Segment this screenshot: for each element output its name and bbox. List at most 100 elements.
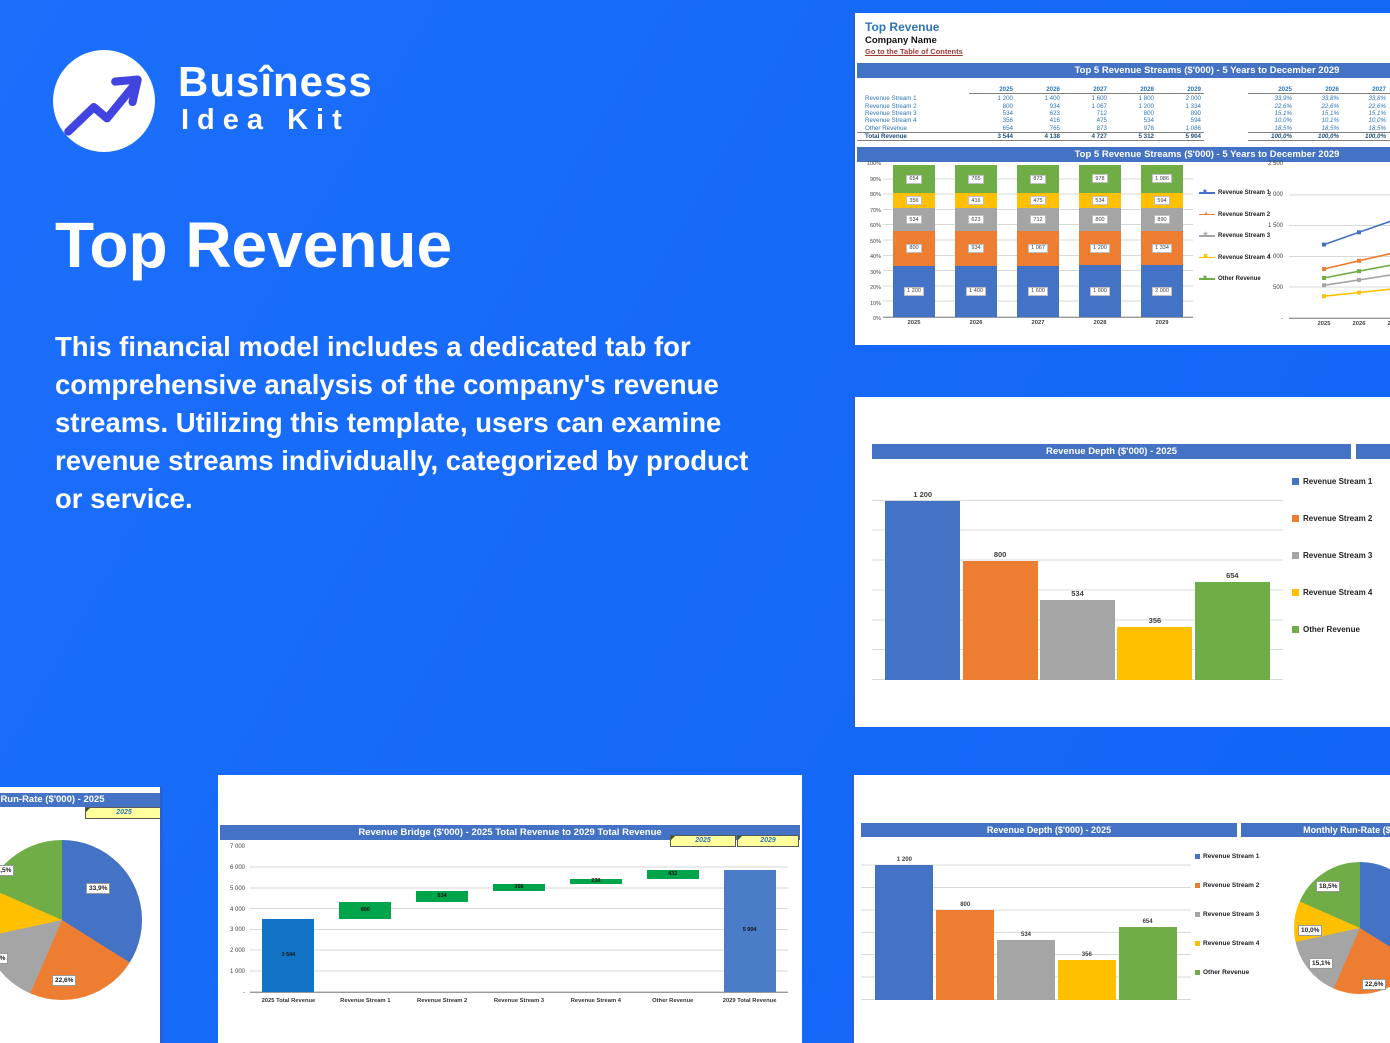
x-category-label: Other Revenue <box>652 998 694 1004</box>
x-tick: 2026 <box>969 320 983 326</box>
bar <box>885 500 961 680</box>
legend-swatch-icon <box>1195 970 1200 975</box>
legend-label: Revenue Stream 3 <box>1218 233 1271 239</box>
year-header: 2029 <box>1157 86 1204 94</box>
x-category-label: 2025 Total Revenue <box>261 998 316 1004</box>
stacked-column: 873 475 712 1 067 1 600 <box>1007 165 1069 317</box>
table-of-contents-link[interactable]: Go to the Table of Contents <box>865 47 963 56</box>
cell-value: 534 <box>1143 117 1154 125</box>
y-tick: 2 500 <box>1267 161 1283 167</box>
year-selector-cell[interactable]: 2025 <box>85 807 160 819</box>
row-label: Revenue Stream 1 <box>865 95 917 103</box>
table-row: Revenue Stream 2 800 934 1 067 1 200 1 334 22,… <box>857 102 1390 110</box>
waterfall-label: 3 544 <box>281 951 296 958</box>
line-x-tick-2025: 2025 <box>1317 321 1331 327</box>
x-tick: 2028 <box>1093 320 1107 326</box>
segment-label: 873 <box>1030 174 1046 184</box>
legend-swatch-icon <box>1292 552 1299 559</box>
stacked-segment: 873 <box>1017 165 1059 194</box>
legend-label: Revenue Stream 2 <box>1303 514 1373 523</box>
cell-value: 1 200 <box>997 95 1013 103</box>
legend-marker-line: ▲ <box>1199 211 1215 217</box>
pie-label-stream1: 33,9% <box>86 883 111 894</box>
segment-label: 416 <box>968 196 984 206</box>
row-label: Revenue Stream 4 <box>865 117 917 125</box>
legend-marker-icon: ✖ <box>1203 253 1209 260</box>
bar-column: 534 <box>1039 471 1116 680</box>
cell-value: 3 544 <box>969 131 1016 141</box>
stacked-stack: 1 086 594 890 1 334 2 000 <box>1141 165 1183 317</box>
pie2-label-other: 18,5% <box>1316 881 1341 892</box>
brand-logo <box>53 50 155 152</box>
bar-value-label: 654 <box>1142 918 1153 925</box>
stacked-stack: 873 475 712 1 067 1 600 <box>1017 165 1059 317</box>
cell-value: 765 <box>1049 124 1060 132</box>
legend-label: Other Revenue <box>1203 969 1250 976</box>
stacked-segment: 765 <box>955 165 997 194</box>
segment-label: 800 <box>906 243 922 253</box>
waterfall-bar <box>723 869 776 992</box>
bridge-year-from-selector[interactable]: 2025 <box>670 835 736 847</box>
line-chart-svg <box>1322 220 1390 299</box>
bar-value-label: 1 200 <box>913 489 933 499</box>
legend-label: Revenue Stream 2 <box>1218 211 1271 218</box>
legend-item: Other Revenue <box>1195 969 1259 976</box>
company-name: Company Name <box>865 35 937 46</box>
legend-swatch-icon <box>1195 854 1200 859</box>
waterfall-slot: 800 <box>327 848 404 992</box>
legend-label: Other Revenue <box>1218 276 1261 282</box>
line-x-tick-2026: 2026 <box>1352 321 1366 327</box>
legend-marker-line: ■ <box>1199 189 1215 195</box>
segment-label: 2 000 <box>1152 286 1172 296</box>
cell-value: 890 <box>1190 109 1201 117</box>
cell-value: 5 904 <box>1157 131 1204 141</box>
bar <box>1117 626 1193 680</box>
year-header: 2027 <box>1063 86 1110 94</box>
trend-arrow-icon <box>64 75 142 136</box>
cell-pct: 33,9% <box>1274 95 1292 103</box>
cell-value: 534 <box>1002 109 1013 117</box>
cell-value: 654 <box>1002 124 1013 132</box>
x-category-label: Revenue Stream 2 <box>417 998 468 1004</box>
pie2-label-stream2: 22,6% <box>1362 979 1387 990</box>
legend-e: Revenue Stream 1 Revenue Stream 2 Revenue … <box>1195 853 1259 998</box>
stacked-segment: 800 <box>1079 208 1121 232</box>
top5-table: 202520262027202820292025202620272028Reve… <box>857 85 1390 141</box>
cell-value: 623 <box>1049 109 1060 117</box>
legend-swatch-icon <box>1195 883 1200 888</box>
waterfall-slot: 3 544 <box>250 848 327 992</box>
table-row: Revenue Stream 4 356 416 475 534 594 10,0% 10,1… <box>857 117 1390 124</box>
stacked-column: 765 416 623 934 1 400 <box>945 165 1007 317</box>
legend-item: Revenue Stream 3 <box>1292 551 1372 560</box>
bar <box>1194 582 1270 680</box>
cell-pct: 22,6% <box>1321 102 1339 110</box>
segment-label: 594 <box>1154 196 1170 206</box>
bar <box>1118 926 1177 1000</box>
bar-value-label: 654 <box>1226 571 1239 581</box>
stacked-y-axis: 100% 90% 80% 70% 60% 50% 40% 30% 20% 10% 0% <box>859 161 881 322</box>
cell-value: 1 067 <box>1091 102 1107 110</box>
legend-label: Revenue Stream 1 <box>1218 190 1271 196</box>
waterfall-label: 356 <box>514 883 524 890</box>
legend-marker-line: ✖ <box>1199 253 1215 260</box>
cell-value: 416 <box>1049 117 1060 125</box>
cell-pct: 100,0% <box>1248 131 1295 141</box>
x-category-label: Revenue Stream 4 <box>570 998 621 1004</box>
legend-swatch-icon <box>1292 589 1299 596</box>
waterfall-label: 238 <box>591 877 601 884</box>
pct-year-header: 2026 <box>1295 86 1342 94</box>
legend-item: Revenue Stream 3 <box>1195 911 1259 918</box>
page-title: Top Revenue <box>55 209 453 281</box>
bridge-year-to-selector[interactable]: 2029 <box>737 835 799 847</box>
panel-top-revenue-sheet: Top Revenue Company Name Go to the Table… <box>853 13 1390 345</box>
stacked-column: 1 086 594 890 1 334 2 000 <box>1131 165 1193 317</box>
row-label: Total Revenue <box>857 131 969 141</box>
cell-value: 934 <box>1049 102 1060 110</box>
adjacent-band-fragment <box>1356 444 1390 459</box>
stacked-segment: 978 <box>1079 165 1121 193</box>
stacked-stack: 978 534 800 1 200 1 800 <box>1079 165 1121 317</box>
panel-monthly-run-rate-left: Monthly Run-Rate ($'000) - 2025 2025 33,… <box>0 787 163 1043</box>
brand-name-line1: Busîness <box>178 58 373 105</box>
cell-pct: 15,1% <box>1368 109 1386 117</box>
cell-value: 594 <box>1190 117 1201 125</box>
